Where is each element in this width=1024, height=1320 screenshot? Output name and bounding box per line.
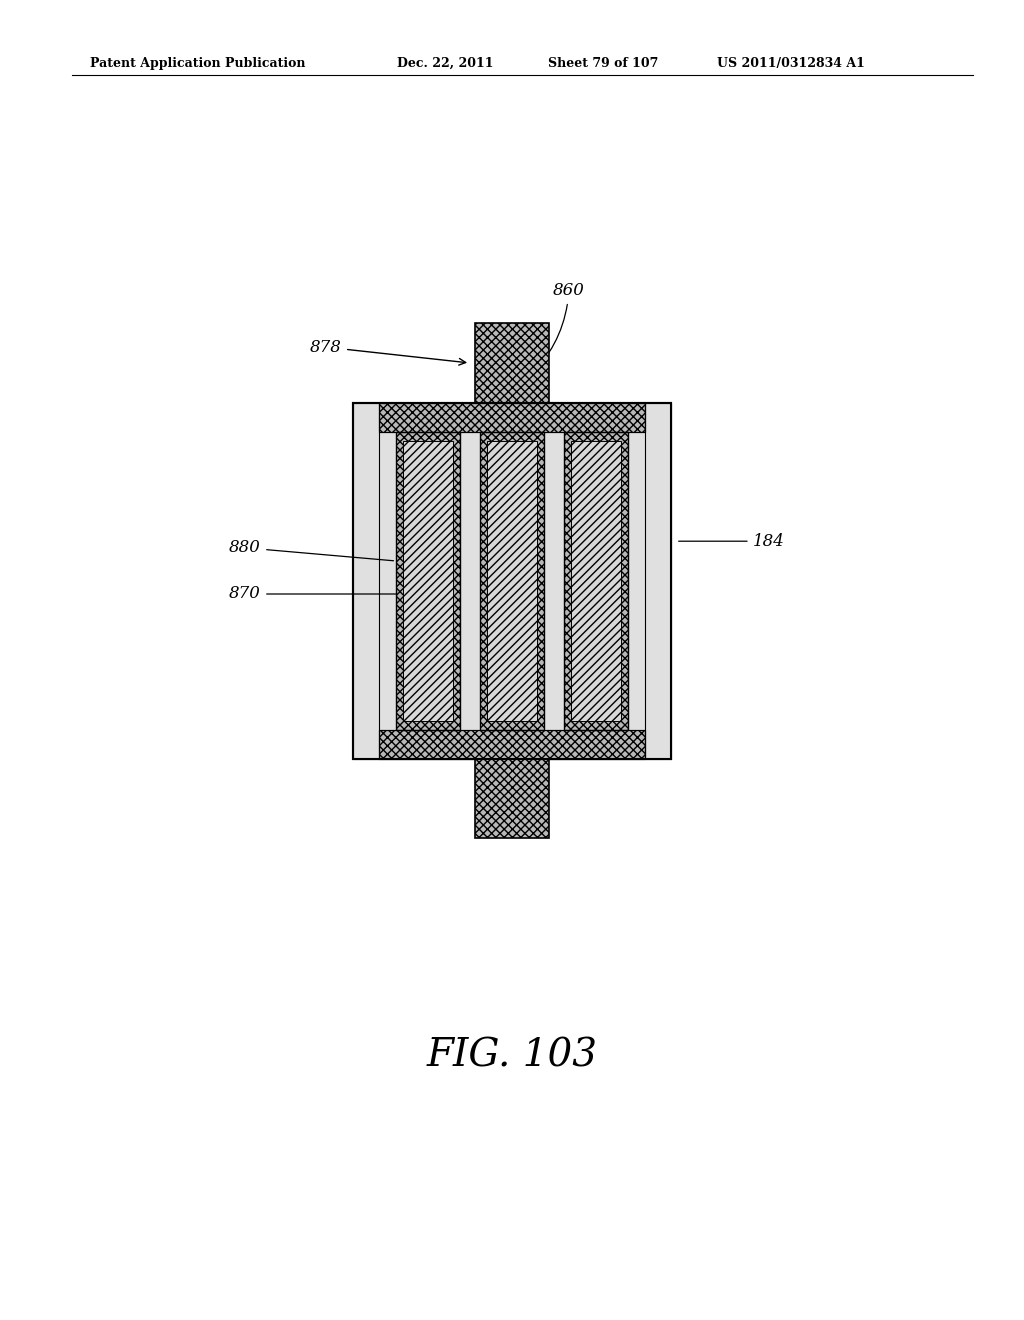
Text: Patent Application Publication: Patent Application Publication — [90, 57, 305, 70]
Bar — [353, 403, 671, 759]
Bar — [487, 441, 537, 721]
Text: 878: 878 — [310, 339, 466, 366]
Bar — [353, 403, 379, 759]
Bar — [645, 403, 671, 759]
Text: US 2011/0312834 A1: US 2011/0312834 A1 — [717, 57, 864, 70]
Bar — [353, 403, 671, 759]
Bar — [379, 432, 645, 730]
Text: 860: 860 — [528, 282, 585, 378]
Bar — [571, 441, 621, 721]
Bar — [396, 432, 460, 730]
Bar — [379, 730, 645, 759]
Bar — [379, 730, 645, 759]
Text: Sheet 79 of 107: Sheet 79 of 107 — [548, 57, 658, 70]
Bar — [379, 403, 645, 432]
Bar — [564, 432, 628, 730]
Text: 184: 184 — [679, 533, 784, 549]
Text: 870: 870 — [229, 586, 403, 602]
Bar — [475, 759, 549, 838]
Bar — [353, 403, 379, 759]
Bar — [480, 432, 544, 730]
Bar — [379, 403, 645, 432]
Text: 880: 880 — [229, 540, 393, 561]
Bar — [475, 323, 549, 403]
Text: FIG. 103: FIG. 103 — [427, 1038, 597, 1074]
Bar — [403, 441, 453, 721]
Bar — [645, 403, 671, 759]
Text: Dec. 22, 2011: Dec. 22, 2011 — [397, 57, 494, 70]
